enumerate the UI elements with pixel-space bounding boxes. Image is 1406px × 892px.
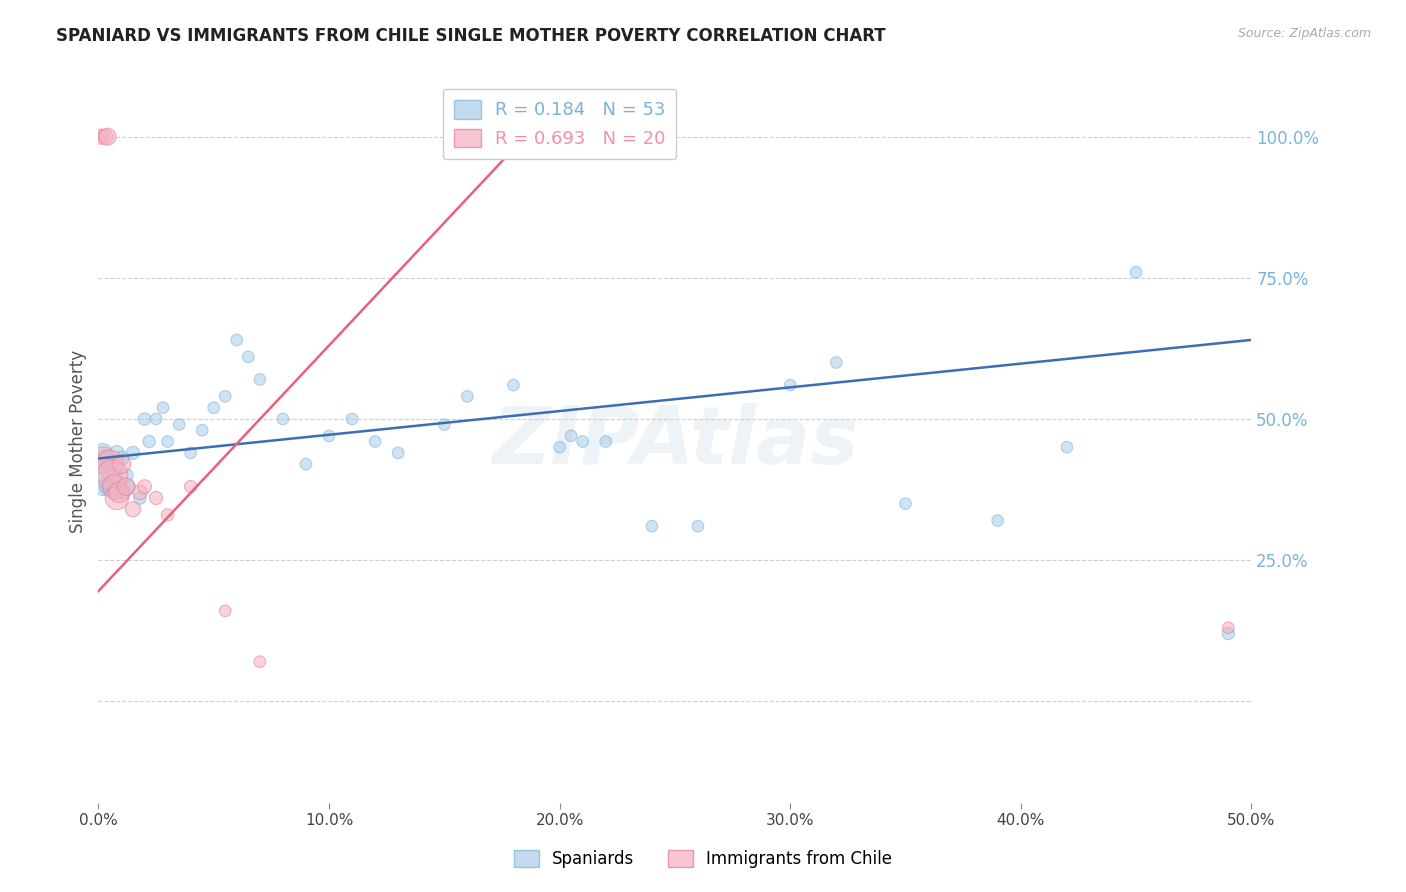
Point [134, 480, 156, 494]
Point [152, 401, 174, 415]
Point [105, 446, 128, 460]
Point [249, 655, 271, 669]
Point [571, 434, 593, 449]
Point [91, 480, 114, 494]
Point [101, 468, 124, 483]
Point [145, 412, 167, 426]
Point [214, 389, 236, 403]
Y-axis label: Single Mother Poverty: Single Mother Poverty [69, 350, 87, 533]
Point [249, 372, 271, 386]
Point [156, 508, 179, 522]
Point [101, 480, 124, 494]
Point [1218, 626, 1240, 640]
Point [91, 446, 114, 460]
Point [156, 434, 179, 449]
Point [115, 480, 138, 494]
Point [238, 350, 260, 364]
Point [387, 446, 409, 460]
Point [110, 457, 132, 471]
Point [548, 440, 571, 454]
Point [167, 417, 190, 432]
Point [202, 401, 225, 415]
Point [180, 480, 202, 494]
Point [103, 480, 125, 494]
Point [191, 423, 214, 437]
Point [91, 451, 114, 466]
Point [98, 480, 121, 494]
Point [318, 429, 340, 443]
Point [987, 514, 1010, 528]
Point [117, 480, 139, 494]
Point [138, 434, 160, 449]
Point [686, 519, 709, 533]
Point [433, 417, 456, 432]
Point [98, 457, 121, 471]
Point [115, 468, 138, 483]
Point [145, 491, 167, 505]
Point [129, 485, 152, 500]
Point [1218, 621, 1240, 635]
Point [103, 485, 125, 500]
Point [94, 468, 117, 483]
Text: ZIPAtlas: ZIPAtlas [492, 402, 858, 481]
Point [1125, 265, 1147, 279]
Point [595, 434, 617, 449]
Point [94, 129, 117, 144]
Point [779, 378, 801, 392]
Text: Source: ZipAtlas.com: Source: ZipAtlas.com [1237, 27, 1371, 40]
Point [295, 457, 318, 471]
Point [90, 457, 112, 471]
Point [641, 519, 664, 533]
Point [225, 333, 247, 347]
Point [98, 457, 121, 471]
Point [112, 485, 135, 500]
Point [456, 389, 478, 403]
Point [894, 497, 917, 511]
Point [502, 378, 524, 392]
Point [129, 491, 152, 505]
Point [825, 355, 848, 369]
Legend: Spaniards, Immigrants from Chile: Spaniards, Immigrants from Chile [508, 843, 898, 875]
Point [1056, 440, 1078, 454]
Point [560, 429, 582, 443]
Point [271, 412, 294, 426]
Point [90, 129, 112, 144]
Text: SPANIARD VS IMMIGRANTS FROM CHILE SINGLE MOTHER POVERTY CORRELATION CHART: SPANIARD VS IMMIGRANTS FROM CHILE SINGLE… [56, 27, 886, 45]
Point [105, 491, 128, 505]
Point [134, 412, 156, 426]
Point [122, 502, 145, 516]
Point [122, 446, 145, 460]
Point [180, 446, 202, 460]
Legend: R = 0.184   N = 53, R = 0.693   N = 20: R = 0.184 N = 53, R = 0.693 N = 20 [443, 89, 676, 159]
Point [340, 412, 363, 426]
Point [214, 604, 236, 618]
Point [94, 451, 117, 466]
Point [110, 451, 132, 466]
Point [97, 129, 120, 144]
Point [97, 480, 120, 494]
Point [364, 434, 387, 449]
Point [103, 468, 125, 483]
Point [108, 485, 131, 500]
